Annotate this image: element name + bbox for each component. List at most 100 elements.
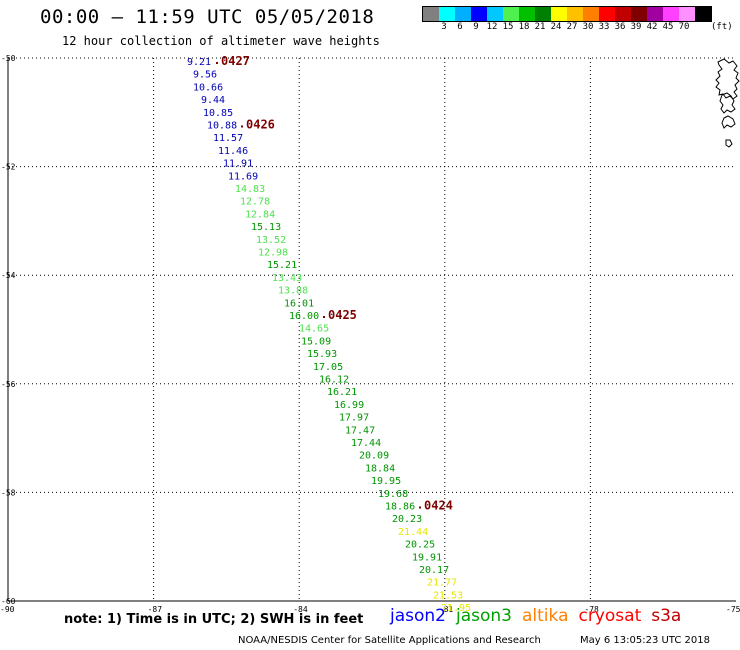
- time-tag-label: 0427: [221, 54, 250, 68]
- axis-labels: -50 -52 -54 -56 -58 -60-90 -87 -84 -81 -78 -75: [0, 54, 740, 614]
- legend-swatch: [471, 7, 487, 21]
- swh-label: 15.93: [307, 349, 337, 360]
- map-title: 00:00 – 11:59 UTC 05/05/2018: [40, 6, 375, 28]
- legend-tick-label: 39: [630, 22, 642, 32]
- swh-label: 10.66: [193, 82, 223, 93]
- swh-label: 16.99: [334, 400, 364, 411]
- lon-label: -87: [148, 605, 163, 614]
- legend-tick-label: 3: [441, 22, 447, 32]
- swh-label: 11.46: [218, 146, 248, 157]
- swh-label: 13.43: [272, 273, 302, 284]
- swh-label: 17.05: [313, 362, 343, 373]
- legend-swatch: [439, 7, 455, 21]
- legend-tick-label: 33: [598, 22, 610, 32]
- swh-label: 12.78: [240, 197, 270, 208]
- swh-label: 15.09: [301, 336, 331, 347]
- swh-label: 16.01: [284, 298, 314, 309]
- map-frame: [7, 57, 736, 602]
- swh-label: 13.52: [256, 235, 286, 246]
- legend-swatch: [615, 7, 631, 21]
- swh-label: 12.84: [245, 209, 275, 220]
- legend-tick-label: 6: [457, 22, 463, 32]
- satellite-legend-item: cryosat: [578, 606, 642, 626]
- legend-swatch: [663, 7, 679, 21]
- swh-label: 15.21: [267, 260, 297, 271]
- lat-label: -52: [1, 163, 16, 172]
- swh-label: 18.84: [365, 463, 395, 474]
- legend-tick-label: 9: [473, 22, 479, 32]
- legend-swatch: [647, 7, 663, 21]
- time-tag-marker: [323, 316, 325, 318]
- swh-label: 14.65: [299, 324, 329, 335]
- swh-label: 9.44: [201, 95, 225, 106]
- lon-label: -75: [726, 605, 740, 614]
- swh-label: 21.44: [398, 527, 428, 538]
- lat-label: -54: [1, 271, 16, 280]
- swh-label: 16.00: [289, 311, 319, 322]
- time-tag-label: 0425: [328, 308, 357, 322]
- lat-label: -58: [1, 488, 16, 497]
- map-subtitle: 12 hour collection of altimeter wave hei…: [62, 34, 380, 48]
- satellite-legend-item: s3a: [651, 606, 682, 626]
- swh-label: 16.21: [327, 387, 357, 398]
- legend-tick-label: 70: [678, 22, 690, 32]
- time-tag-label: 0424: [424, 499, 453, 513]
- legend-swatch: [599, 7, 615, 21]
- swh-label: 17.44: [351, 438, 381, 449]
- legend-tick-label: 12: [486, 22, 498, 32]
- swh-label: 15.13: [251, 222, 281, 233]
- swh-label: 20.17: [419, 565, 449, 576]
- time-tag-label: 0426: [246, 118, 275, 132]
- swh-label: 12.98: [258, 248, 288, 259]
- satellite-legend-item: jason2: [390, 606, 446, 626]
- legend-tick-label: 45: [662, 22, 674, 32]
- color-scale-legend: [422, 6, 712, 22]
- lon-label: -90: [0, 605, 15, 614]
- swh-label: 21.77: [427, 578, 457, 589]
- lat-label: -50: [1, 54, 16, 63]
- note-text: note: 1) Time is in UTC; 2) SWH is in fe…: [64, 612, 364, 627]
- legend-swatch: [679, 7, 695, 21]
- swh-label: 17.47: [345, 425, 375, 436]
- swh-label: 20.23: [392, 514, 422, 525]
- legend-swatch: [455, 7, 471, 21]
- legend-tick-label: 30: [582, 22, 594, 32]
- map-grid: [8, 58, 736, 601]
- legend-tick-label: 21: [534, 22, 546, 32]
- legend-tick-label: 27: [566, 22, 578, 32]
- legend-swatch: [551, 7, 567, 21]
- swh-label: 20.25: [405, 540, 435, 551]
- swh-label: 21.53: [433, 590, 463, 601]
- lat-label: -60: [1, 597, 16, 606]
- legend-tick-label: 24: [550, 22, 562, 32]
- legend-unit-label: (ft): [711, 22, 733, 32]
- legend-swatch: [631, 7, 647, 21]
- lon-label: -81: [439, 605, 454, 614]
- swh-label: 11.91: [223, 159, 253, 170]
- legend-swatch: [535, 7, 551, 21]
- swh-label: 16.12: [319, 375, 349, 386]
- time-tag-marker: [419, 506, 421, 509]
- legend-tick-label: 36: [614, 22, 626, 32]
- lon-label: -84: [293, 605, 308, 614]
- legend-tick-label: 15: [502, 22, 514, 32]
- swh-label: 20.09: [359, 451, 389, 462]
- legend-swatch: [423, 7, 439, 21]
- credit-timestamp: May 6 13:05:23 UTC 2018: [580, 635, 710, 646]
- satellite-legend: jason2 jason3 altika cryosat s3a: [390, 606, 691, 626]
- swh-label: 18.86: [385, 502, 415, 513]
- coastline: [715, 58, 740, 148]
- legend-swatch: [519, 7, 535, 21]
- time-tag-marker: [241, 125, 243, 128]
- swh-label: 13.88: [278, 286, 308, 297]
- satellite-legend-item: jason3: [456, 606, 512, 626]
- swh-label: 10.85: [203, 108, 233, 119]
- swh-label: 14.83: [235, 184, 265, 195]
- swh-label: 11.69: [228, 171, 258, 182]
- swh-label: 19.95: [371, 476, 401, 487]
- swh-label: 19.91: [412, 552, 442, 563]
- legend-swatch: [503, 7, 519, 21]
- legend-swatch: [487, 7, 503, 21]
